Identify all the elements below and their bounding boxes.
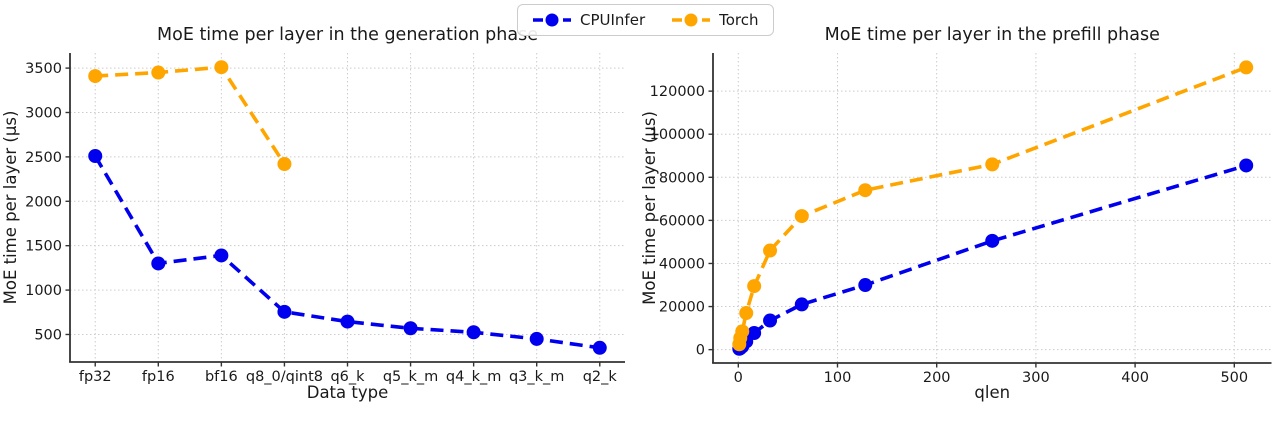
y-tick-label: 100000 bbox=[650, 127, 705, 143]
y-tick-label: 20000 bbox=[659, 300, 705, 316]
legend-label-torch: Torch bbox=[719, 11, 759, 29]
cpuinfer-line-marker-icon bbox=[533, 13, 571, 27]
data-point-torch bbox=[214, 60, 229, 75]
x-tick-label: 500 bbox=[1220, 370, 1248, 386]
data-point-cpuinfer bbox=[858, 278, 873, 293]
generation-phase-chart: 500 1000 1500 2000 2500 3000 3500 fp32 fp16 bf16 q… bbox=[1, 25, 625, 402]
data-point-torch bbox=[858, 183, 873, 198]
data-point-torch bbox=[88, 69, 103, 84]
x-tick-label: q4_k_m bbox=[446, 369, 501, 385]
y-tick-label: 1000 bbox=[25, 283, 62, 299]
y-axis-label: MoE time per layer (µs) bbox=[1, 111, 20, 305]
data-point-torch bbox=[151, 65, 166, 80]
series-line-cpuinfer bbox=[738, 163, 1247, 351]
x-tick-label: q6_k bbox=[330, 369, 365, 385]
torch-line-marker-icon bbox=[672, 13, 711, 27]
x-tick-label: q5_k_m bbox=[383, 369, 438, 385]
x-tick-label: fp32 bbox=[79, 369, 112, 385]
data-point-torch bbox=[794, 209, 809, 224]
data-point-cpuinfer bbox=[985, 233, 1000, 248]
data-point-torch bbox=[985, 157, 1000, 172]
x-tick-label: q2_k bbox=[583, 369, 618, 385]
data-point-cpuinfer bbox=[151, 256, 166, 271]
chart-title: MoE time per layer in the prefill phase bbox=[825, 25, 1160, 45]
data-point-cpuinfer bbox=[1239, 158, 1254, 173]
data-point-torch bbox=[747, 279, 762, 294]
data-point-cpuinfer bbox=[763, 313, 778, 328]
legend-item-torch: Torch bbox=[671, 11, 759, 29]
x-tick-label: 0 bbox=[734, 370, 743, 386]
x-tick-label: 400 bbox=[1121, 370, 1149, 386]
y-tick-label: 40000 bbox=[659, 256, 705, 272]
chart-legend: CPUInfer Torch bbox=[517, 4, 774, 36]
x-tick-label: 300 bbox=[1022, 370, 1050, 386]
data-point-torch bbox=[739, 306, 754, 321]
prefill-phase-chart: 0 20000 40000 60000 80000 100000 120000 0 100 200… bbox=[640, 25, 1272, 402]
series-line-torch bbox=[737, 65, 1247, 345]
data-point-cpuinfer bbox=[592, 340, 607, 355]
x-axis-label: Data type bbox=[307, 383, 389, 402]
y-tick-label: 3500 bbox=[25, 61, 62, 77]
data-point-cpuinfer bbox=[466, 325, 481, 340]
x-tick-label: 200 bbox=[923, 370, 951, 386]
data-point-cpuinfer bbox=[529, 331, 544, 346]
x-tick-label: bf16 bbox=[205, 369, 238, 385]
y-tick-label: 500 bbox=[34, 327, 62, 343]
data-point-cpuinfer bbox=[403, 321, 418, 336]
legend-label-cpuinfer: CPUInfer bbox=[580, 11, 646, 29]
series-line-torch bbox=[95, 65, 286, 165]
x-tick-label: q3_k_m bbox=[509, 369, 564, 385]
data-point-cpuinfer bbox=[747, 326, 762, 341]
data-point-cpuinfer bbox=[88, 149, 103, 163]
data-point-cpuinfer bbox=[340, 314, 355, 329]
x-tick-label: 100 bbox=[824, 370, 852, 386]
x-tick-label: q8_0/qint8 bbox=[246, 369, 323, 385]
data-point-torch bbox=[277, 156, 292, 171]
y-tick-label: 3000 bbox=[25, 105, 62, 121]
data-point-cpuinfer bbox=[794, 297, 809, 312]
y-tick-label: 0 bbox=[696, 343, 705, 359]
chart-title: MoE time per layer in the generation pha… bbox=[157, 25, 538, 45]
y-tick-label: 60000 bbox=[659, 213, 705, 229]
x-tick-label: fp16 bbox=[142, 369, 175, 385]
y-tick-label: 120000 bbox=[650, 84, 705, 100]
legend-item-cpuinfer: CPUInfer bbox=[532, 12, 645, 28]
y-tick-label: 80000 bbox=[659, 170, 705, 186]
data-point-torch bbox=[735, 324, 750, 339]
data-point-cpuinfer bbox=[214, 248, 229, 263]
y-axis-label: MoE time per layer (µs) bbox=[640, 111, 659, 305]
data-point-cpuinfer bbox=[277, 304, 292, 319]
y-tick-label: 1500 bbox=[25, 239, 62, 255]
x-axis-label: qlen bbox=[974, 383, 1010, 402]
y-tick-label: 2000 bbox=[25, 194, 62, 210]
data-point-torch bbox=[763, 243, 778, 258]
series-line-cpuinfer bbox=[93, 155, 601, 350]
y-tick-label: 2500 bbox=[25, 150, 62, 166]
data-point-torch bbox=[1239, 60, 1254, 75]
